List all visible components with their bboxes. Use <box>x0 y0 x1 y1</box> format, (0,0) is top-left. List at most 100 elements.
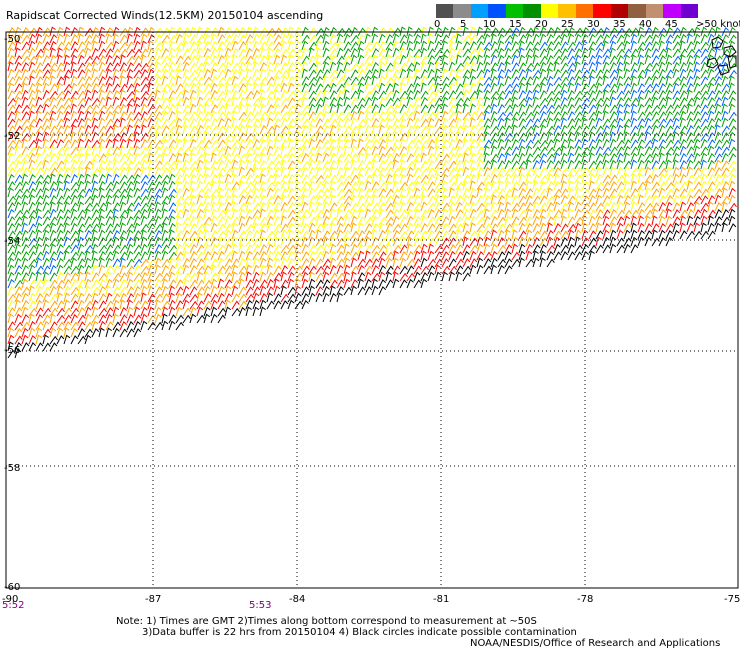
wind-barb <box>441 160 450 170</box>
wind-barb <box>287 82 295 93</box>
wind-barb <box>266 215 274 226</box>
wind-barb <box>511 117 519 128</box>
wind-barb <box>525 145 533 156</box>
wind-barb <box>434 230 443 240</box>
wind-barb <box>175 300 184 310</box>
wind-barb <box>252 244 261 254</box>
wind-barb <box>364 90 373 100</box>
wind-barb <box>84 89 92 100</box>
wind-barb <box>259 89 266 100</box>
wind-barb <box>588 138 597 149</box>
wind-barb <box>350 138 357 149</box>
wind-barb <box>126 97 135 107</box>
wind-barb <box>623 48 632 58</box>
wind-barb <box>189 230 198 240</box>
wind-barb <box>343 257 351 268</box>
wind-barb <box>623 82 632 93</box>
wind-barb <box>105 54 113 65</box>
wind-barb <box>616 244 625 254</box>
wind-barb <box>259 264 267 275</box>
wind-barb <box>301 258 310 268</box>
wind-barb <box>245 40 252 51</box>
wind-barb <box>112 272 121 282</box>
wind-barb <box>329 145 337 156</box>
wind-barb <box>392 131 400 142</box>
wind-barb <box>168 103 176 114</box>
wind-barb <box>574 131 582 142</box>
wind-barb <box>315 292 323 303</box>
wind-barb <box>245 299 253 310</box>
wind-barb <box>357 278 364 289</box>
wind-barb <box>532 250 539 261</box>
wind-barb <box>546 139 555 149</box>
wind-barb <box>224 223 233 233</box>
wind-barb <box>364 47 372 58</box>
wind-barb <box>329 222 336 233</box>
wind-barb <box>686 139 695 149</box>
wind-barb <box>308 124 316 135</box>
wind-barb <box>497 117 505 128</box>
wind-barb <box>273 117 282 128</box>
wind-barb <box>280 293 289 303</box>
wind-barb <box>609 181 618 191</box>
wind-barb <box>560 103 568 114</box>
wind-barb <box>546 75 554 86</box>
wind-barb <box>308 236 316 247</box>
wind-barb <box>448 61 456 72</box>
wind-barb <box>644 187 651 198</box>
wind-barb <box>336 124 344 135</box>
wind-barb <box>98 222 106 233</box>
wind-barb <box>714 131 722 142</box>
wind-barb <box>287 54 295 65</box>
wind-barb <box>329 61 337 72</box>
wind-barb <box>63 47 70 58</box>
wind-barb <box>448 215 456 226</box>
wind-barb <box>595 27 604 37</box>
wind-barb <box>462 124 469 135</box>
wind-barb <box>189 103 197 114</box>
wind-barb <box>287 90 296 100</box>
wind-barb <box>210 125 219 135</box>
wind-barb <box>49 300 58 310</box>
wind-barb <box>574 160 583 170</box>
wind-barb <box>308 138 316 149</box>
wind-barb <box>553 173 561 184</box>
wind-barb <box>161 174 170 184</box>
wind-barb <box>49 153 58 163</box>
wind-barb <box>630 68 638 79</box>
wind-barb <box>707 40 715 51</box>
wind-barb <box>455 159 463 170</box>
wind-barb <box>182 264 190 275</box>
wind-barb <box>623 160 632 170</box>
wind-barb <box>294 229 302 240</box>
wind-barb <box>28 209 37 219</box>
wind-barb <box>301 174 310 184</box>
wind-barb <box>581 54 589 65</box>
wind-barb <box>175 90 184 100</box>
wind-barb <box>406 83 415 93</box>
wind-barb <box>329 33 337 44</box>
wind-barb <box>700 55 709 65</box>
wind-barb <box>70 279 79 289</box>
wind-barb <box>301 104 310 114</box>
wind-barb <box>455 33 462 44</box>
wind-barb <box>392 167 401 177</box>
wind-barb <box>238 132 247 142</box>
wind-barb <box>392 75 400 86</box>
wind-barb <box>98 117 106 128</box>
wind-barb <box>581 250 589 261</box>
wind-barb <box>161 146 170 156</box>
wind-barb <box>658 181 667 191</box>
wind-barb <box>238 215 246 226</box>
wind-barb <box>490 237 499 247</box>
wind-barb <box>182 201 190 212</box>
wind-barb <box>469 124 477 135</box>
wind-barb <box>448 167 457 177</box>
wind-barb <box>252 237 261 247</box>
wind-barb <box>294 243 302 254</box>
wind-barb <box>385 243 392 254</box>
wind-barb <box>357 264 365 275</box>
wind-barb <box>644 159 652 170</box>
wind-barb <box>490 68 497 79</box>
wind-barb <box>280 229 288 240</box>
